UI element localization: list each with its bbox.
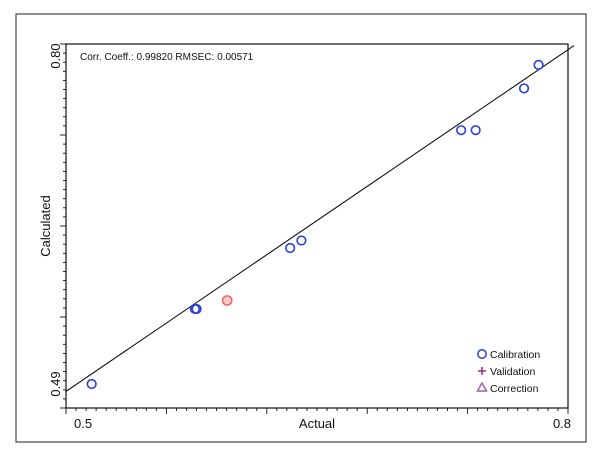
calibration-point (191, 303, 202, 315)
y-tick-label-min: 0.49 (48, 371, 63, 396)
legend-validation-label: Validation (490, 366, 535, 378)
fit-line (65, 45, 575, 392)
calibration-point (518, 83, 530, 94)
x-tick-label-max: 0.8 (553, 416, 571, 431)
calibration-point (296, 235, 307, 246)
legend-validation-marker (478, 367, 486, 375)
x-tick-label-min: 0.5 (74, 416, 92, 431)
legend-correction-label: Correction (490, 383, 539, 395)
calibration-point (285, 242, 296, 254)
legend: Calibration Validation Correction (476, 349, 540, 395)
legend-calibration-marker (477, 349, 487, 359)
calibration-point (533, 59, 544, 70)
points-layer (86, 59, 544, 390)
calibration-point (456, 125, 467, 136)
outer-frame (15, 13, 587, 443)
legend-correction-marker (476, 381, 488, 392)
calibration-point (470, 125, 481, 136)
tick-layer (60, 43, 569, 414)
legend-calibration-label: Calibration (490, 349, 540, 361)
highlighted-point (221, 295, 233, 306)
stats-annotation: Corr. Coeff.: 0.99820 RMSEC: 0.00571 (80, 52, 254, 63)
calibration-point (86, 378, 97, 390)
x-axis-title: Actual (299, 416, 335, 431)
y-tick-label-max: 0.80 (48, 43, 63, 68)
y-axis-title: Calculated (38, 195, 53, 256)
